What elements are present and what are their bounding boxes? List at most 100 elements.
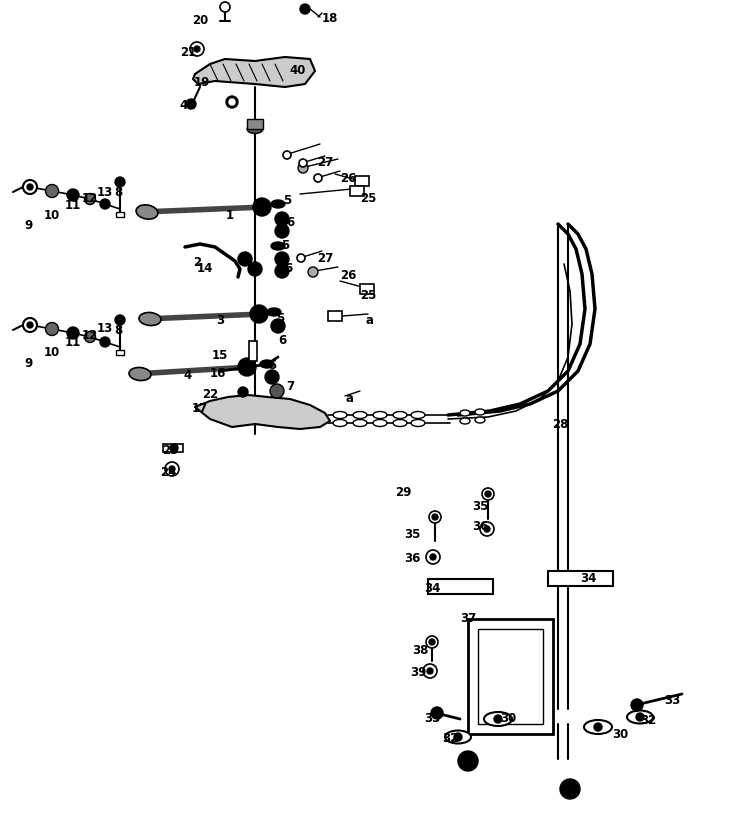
Text: 36: 36 [472,520,488,533]
Circle shape [169,466,175,472]
Text: 5: 5 [268,358,276,371]
Circle shape [238,252,252,267]
Text: 12: 12 [82,328,98,341]
Circle shape [458,751,478,771]
Circle shape [429,512,441,523]
Text: 9: 9 [24,356,32,369]
Polygon shape [193,58,315,88]
Bar [116,350,124,355]
Circle shape [100,200,110,210]
Circle shape [636,713,644,721]
Circle shape [23,181,37,195]
Text: 33: 33 [424,711,440,724]
Text: 15: 15 [212,348,228,361]
Text: 22: 22 [202,388,218,401]
Text: 17: 17 [192,401,208,414]
Text: 8: 8 [114,186,122,198]
Circle shape [100,338,110,348]
Ellipse shape [271,242,285,251]
Bar [116,212,124,217]
Circle shape [297,255,305,263]
Circle shape [45,186,59,198]
Circle shape [85,332,95,343]
Ellipse shape [353,412,367,419]
Circle shape [226,97,238,109]
Circle shape [270,385,284,399]
Circle shape [275,212,289,227]
Bar [247,120,263,130]
Circle shape [482,488,494,501]
Text: 6: 6 [278,333,286,346]
Text: 41: 41 [180,99,196,111]
Circle shape [248,263,262,277]
Text: 33: 33 [664,693,680,706]
Ellipse shape [393,420,407,427]
Text: 11: 11 [65,198,81,212]
Ellipse shape [260,360,274,369]
Circle shape [85,194,95,206]
Bar [355,176,369,186]
Circle shape [23,319,37,333]
Text: 19: 19 [194,75,211,89]
Ellipse shape [445,731,471,743]
Circle shape [300,5,310,15]
Text: a: a [366,314,374,326]
Circle shape [238,388,248,398]
Circle shape [429,640,435,645]
Circle shape [250,306,268,324]
Ellipse shape [393,412,407,419]
Text: 16: 16 [210,366,226,379]
Text: 20: 20 [192,13,208,27]
Circle shape [238,359,256,376]
Bar [478,630,543,724]
Text: 7: 7 [286,380,294,393]
Circle shape [631,699,643,711]
Text: 5: 5 [276,311,284,324]
Ellipse shape [475,410,485,415]
Text: 21: 21 [180,45,196,59]
Ellipse shape [129,368,151,381]
Text: 36: 36 [404,551,420,563]
Ellipse shape [411,420,425,427]
Circle shape [432,514,438,520]
Text: 26: 26 [340,171,356,184]
Circle shape [314,175,322,183]
Ellipse shape [373,420,387,427]
Text: 27: 27 [317,155,333,168]
Text: 5: 5 [281,238,289,251]
Text: 9: 9 [24,218,32,232]
Ellipse shape [353,420,367,427]
Circle shape [484,527,490,533]
Text: 1: 1 [226,208,234,222]
Text: 8: 8 [114,323,122,336]
Circle shape [265,370,279,385]
Text: 6: 6 [286,215,294,228]
Circle shape [426,550,440,564]
Circle shape [170,445,178,452]
Circle shape [194,47,200,53]
Circle shape [190,43,204,57]
Text: 12: 12 [82,191,98,204]
Text: 24: 24 [160,466,176,479]
Circle shape [27,323,33,329]
Text: 10: 10 [44,208,60,222]
Circle shape [271,319,285,334]
Circle shape [67,328,79,339]
Circle shape [253,199,271,217]
Ellipse shape [411,412,425,419]
Circle shape [115,316,125,325]
Text: 13: 13 [97,321,113,334]
Text: 4: 4 [184,368,192,381]
Circle shape [485,492,491,497]
Text: 6: 6 [284,261,292,274]
Circle shape [283,152,291,160]
Text: 13: 13 [97,186,113,198]
Ellipse shape [484,712,512,726]
Circle shape [27,185,33,191]
Text: 31: 31 [564,779,580,793]
Text: 35: 35 [472,500,488,513]
Circle shape [220,3,230,13]
Circle shape [426,636,438,648]
Ellipse shape [136,206,158,220]
Ellipse shape [247,125,263,135]
